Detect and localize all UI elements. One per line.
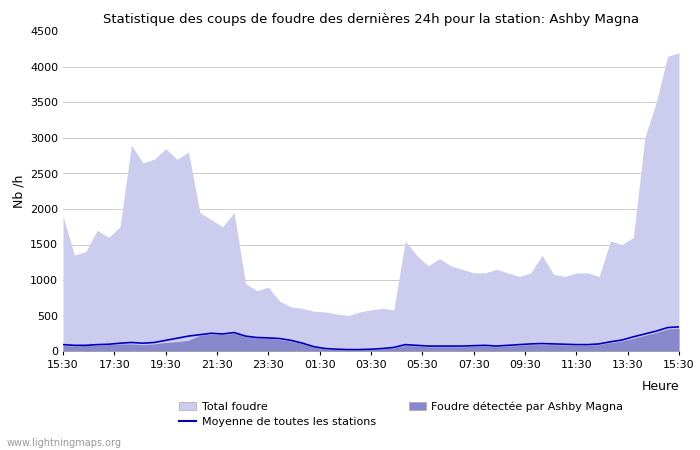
Text: www.lightningmaps.org: www.lightningmaps.org [7, 438, 122, 448]
Y-axis label: Nb /h: Nb /h [13, 175, 26, 208]
Legend: Total foudre, Moyenne de toutes les stations, Foudre détectée par Ashby Magna: Total foudre, Moyenne de toutes les stat… [179, 401, 623, 428]
Title: Statistique des coups de foudre des dernières 24h pour la station: Ashby Magna: Statistique des coups de foudre des dern… [103, 13, 639, 26]
Text: Heure: Heure [641, 380, 679, 393]
